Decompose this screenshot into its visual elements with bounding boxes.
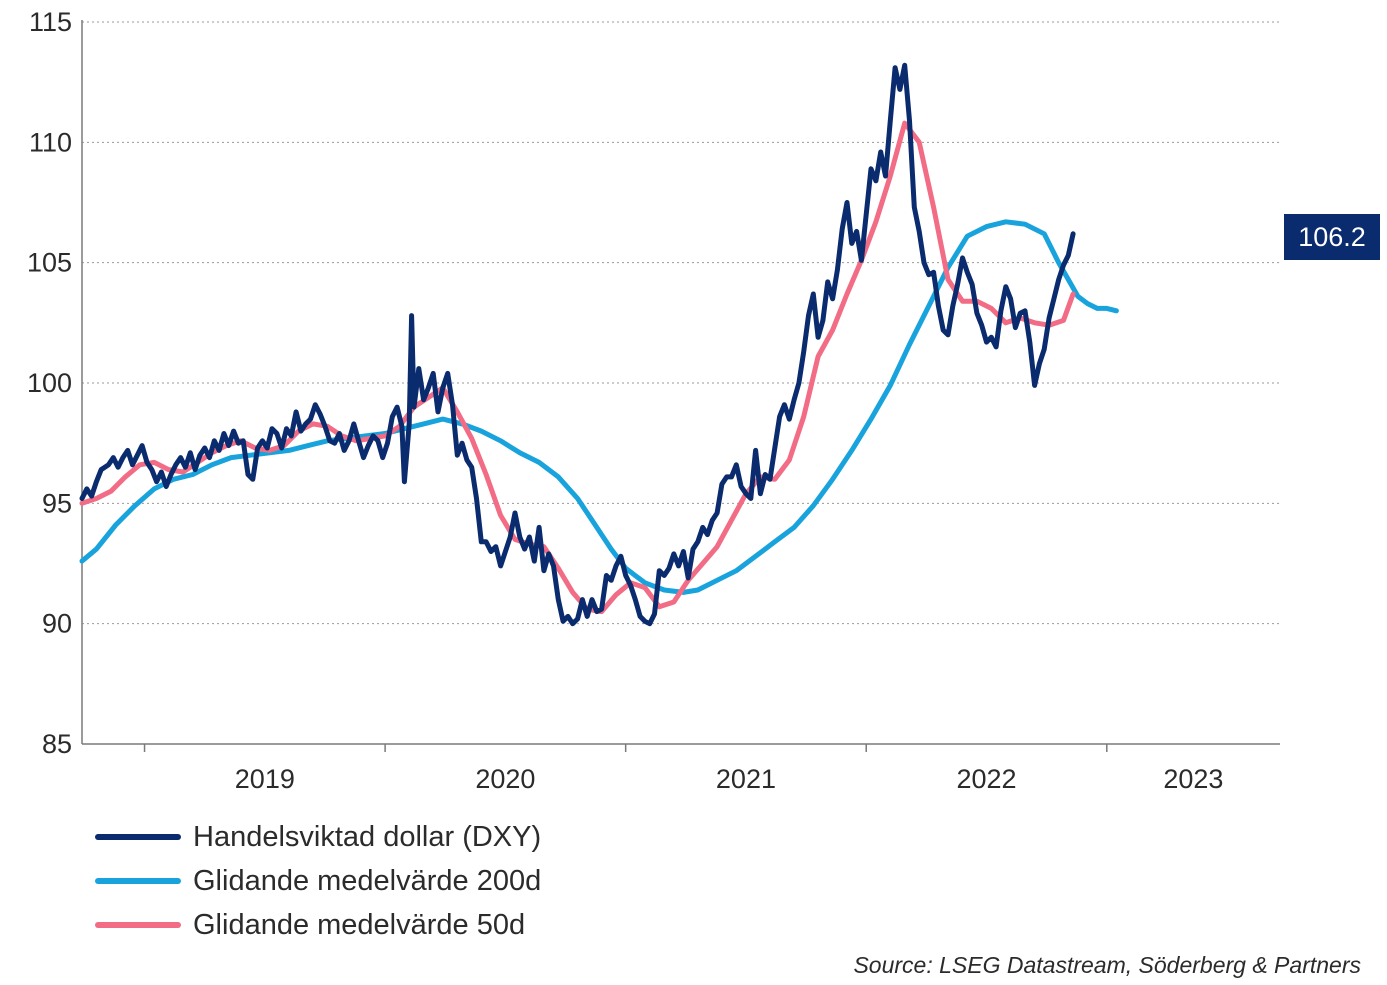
- x-axis-ticks: 2019 2020 2021 2022 2023: [143, 744, 1223, 794]
- series-line-0: [79, 62, 1076, 627]
- legend-label-dxy: Handelsviktad dollar (DXY): [193, 820, 542, 853]
- legend-swatch-ma50: [95, 922, 181, 928]
- series-line-2: [79, 120, 1076, 615]
- y-tick-label-115: 115: [29, 7, 72, 37]
- legend-item-ma50: Glidande medelvärde 50d: [95, 903, 541, 947]
- x-tick-label-2023: 2023: [1163, 764, 1223, 794]
- y-tick-label-110: 110: [29, 127, 72, 157]
- x-tick-label-2019: 2019: [235, 764, 295, 794]
- x-tick-label-2022: 2022: [956, 764, 1016, 794]
- y-tick-label-95: 95: [42, 488, 72, 518]
- series-lines: [79, 62, 1119, 627]
- x-tick-label-2020: 2020: [475, 764, 535, 794]
- legend-swatch-ma200: [95, 878, 181, 884]
- y-tick-label-100: 100: [27, 368, 72, 398]
- legend-label-ma200: Glidande medelvärde 200d: [193, 864, 542, 897]
- x-tick-label-2021: 2021: [716, 764, 776, 794]
- y-tick-label-85: 85: [42, 729, 72, 759]
- source-note: Source: LSEG Datastream, Söderberg & Par…: [853, 952, 1361, 978]
- axes: [81, 20, 1280, 745]
- last-value-badge: 106.2: [1284, 214, 1380, 260]
- y-axis-ticks: 85 90 95 100 105 110 115: [27, 7, 72, 759]
- legend-swatch-dxy: [95, 834, 181, 840]
- gridlines: [82, 21, 1280, 625]
- legend: Handelsviktad dollar (DXY) Glidande mede…: [95, 815, 541, 947]
- legend-item-dxy: Handelsviktad dollar (DXY): [95, 815, 541, 859]
- y-tick-label-90: 90: [42, 609, 72, 639]
- legend-label-ma50: Glidande medelvärde 50d: [193, 908, 526, 941]
- legend-item-ma200: Glidande medelvärde 200d: [95, 859, 541, 903]
- y-tick-label-105: 105: [27, 248, 72, 278]
